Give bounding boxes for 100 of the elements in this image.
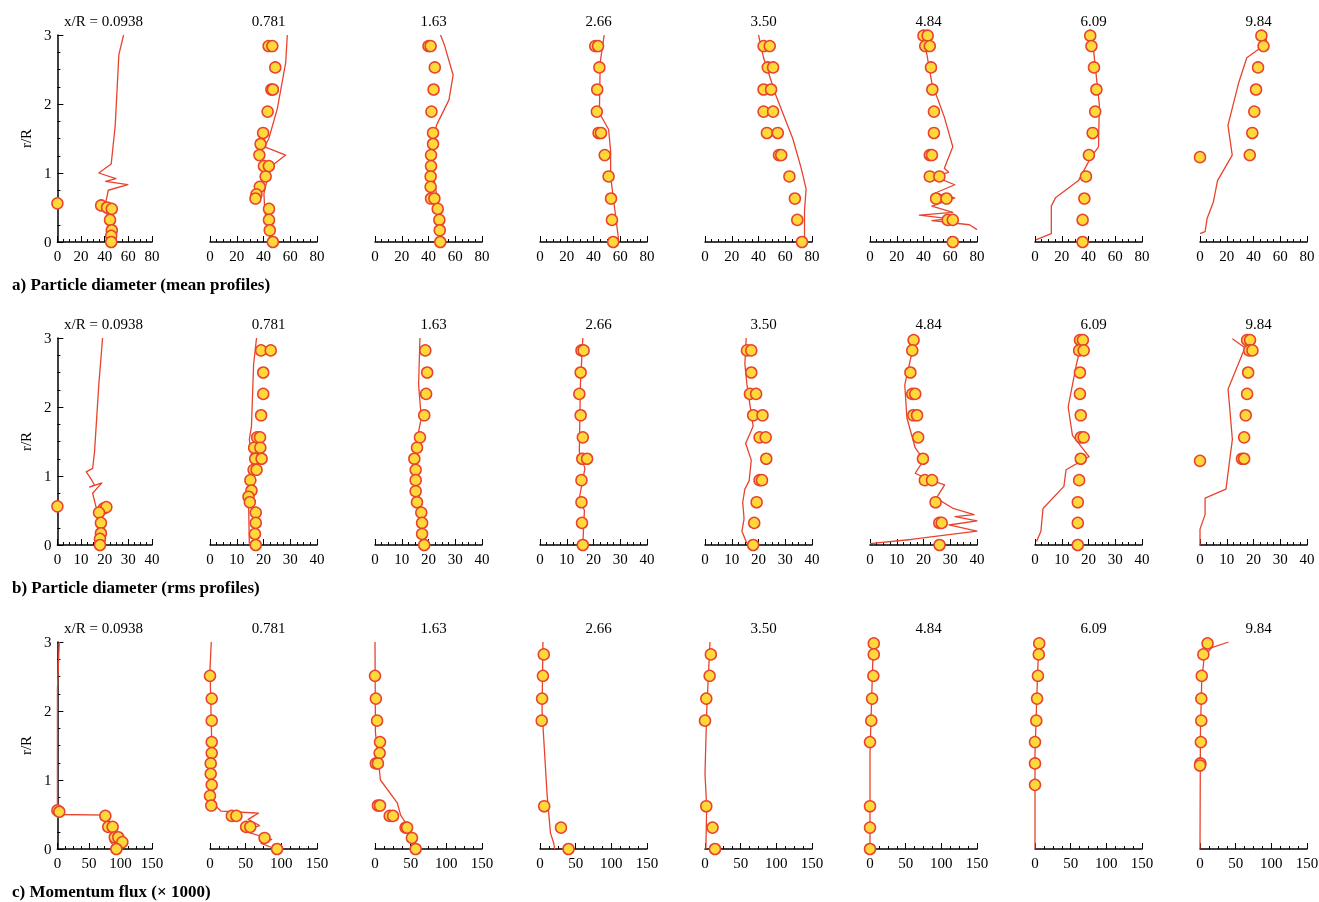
x-tick-label: 0 bbox=[1196, 247, 1204, 264]
y-tick-label: 1 bbox=[43, 468, 52, 484]
text: c) Momentum flux (× 1000) bbox=[12, 882, 211, 902]
x-tick-label: 150 bbox=[635, 854, 659, 871]
x-tick-label: 0 bbox=[1031, 854, 1039, 871]
x-tick-label: 10 bbox=[559, 550, 575, 567]
x-tick-label: 20 bbox=[97, 550, 113, 567]
x-tick-label: 50 bbox=[238, 854, 254, 871]
x-tick-label: 0 bbox=[206, 247, 214, 264]
x-tick-label: 40 bbox=[916, 247, 931, 264]
x-tick-label: 20 bbox=[1246, 550, 1261, 567]
x-tick-label: 150 bbox=[965, 854, 989, 871]
chart-title: 1.63 bbox=[420, 315, 447, 332]
x-tick-label: 40 bbox=[97, 247, 113, 264]
chart-title: 9.84 bbox=[1245, 619, 1273, 636]
x-tick-label: 40 bbox=[751, 247, 766, 264]
x-tick-label: 50 bbox=[1228, 854, 1244, 871]
x-tick-label: 0 bbox=[371, 854, 379, 871]
x-tick-label: 0 bbox=[371, 247, 379, 264]
x-tick-label: 20 bbox=[73, 247, 89, 264]
x-tick-label: 0 bbox=[701, 247, 709, 264]
x-tick-label: 50 bbox=[733, 854, 749, 871]
x-tick-label: 40 bbox=[474, 550, 490, 567]
x-tick-label: 0 bbox=[701, 854, 709, 871]
x-tick-label: 150 bbox=[1295, 854, 1319, 871]
x-tick-label: 0 bbox=[701, 550, 709, 567]
x-tick-label: 150 bbox=[305, 854, 329, 871]
x-tick-label: 150 bbox=[800, 854, 824, 871]
x-tick-label: 80 bbox=[804, 247, 820, 264]
x-tick-label: 0 bbox=[536, 550, 544, 567]
chart-title: 2.66 bbox=[585, 12, 613, 29]
x-tick-label: 10 bbox=[394, 550, 410, 567]
y-tick-label: 3 bbox=[43, 330, 52, 346]
x-tick-label: 0 bbox=[1196, 550, 1204, 567]
chart-title: 1.63 bbox=[420, 619, 447, 636]
x-tick-label: 80 bbox=[309, 247, 325, 264]
chart-title: 3.50 bbox=[750, 315, 777, 332]
x-tick-label: 10 bbox=[889, 550, 905, 567]
x-tick-label: 60 bbox=[282, 247, 298, 264]
x-tick-label: 150 bbox=[140, 854, 164, 871]
x-tick-label: 40 bbox=[256, 247, 271, 264]
x-tick-label: 100 bbox=[1095, 854, 1118, 871]
x-tick-label: 40 bbox=[1081, 247, 1096, 264]
x-tick-label: 10 bbox=[1219, 550, 1235, 567]
chart-title: 9.84 bbox=[1245, 315, 1273, 332]
x-tick-label: 80 bbox=[1134, 247, 1150, 264]
x-tick-label: 20 bbox=[724, 247, 740, 264]
x-tick-label: 100 bbox=[109, 854, 132, 871]
y-tick-label: 2 bbox=[43, 399, 52, 415]
y-tick-label: 0 bbox=[43, 537, 52, 553]
x-tick-label: 30 bbox=[120, 550, 136, 567]
x-tick-label: 80 bbox=[639, 247, 655, 264]
x-tick-label: 100 bbox=[435, 854, 458, 871]
chart-title: 4.84 bbox=[915, 315, 943, 332]
x-tick-label: 100 bbox=[765, 854, 788, 871]
x-tick-label: 30 bbox=[1107, 550, 1123, 567]
x-tick-label: 0 bbox=[206, 854, 214, 871]
x-tick-label: 10 bbox=[229, 550, 245, 567]
y-tick-label: 1 bbox=[43, 772, 52, 788]
chart-title: 0.781 bbox=[251, 315, 286, 332]
x-tick-label: 60 bbox=[1107, 247, 1123, 264]
x-tick-label: 30 bbox=[447, 550, 463, 567]
y-axis-title: r/R bbox=[17, 431, 34, 452]
x-tick-label: 20 bbox=[1054, 247, 1070, 264]
x-tick-label: 40 bbox=[309, 550, 325, 567]
text: b) Particle diameter (rms profiles) bbox=[12, 578, 260, 598]
x-tick-label: 20 bbox=[916, 550, 931, 567]
x-tick-label: 40 bbox=[639, 550, 655, 567]
chart-title: 3.50 bbox=[750, 12, 777, 29]
x-tick-label: 60 bbox=[447, 247, 463, 264]
x-tick-label: 40 bbox=[1134, 550, 1150, 567]
chart-title: x/R = 0.0938 bbox=[64, 12, 143, 29]
x-tick-label: 50 bbox=[403, 854, 419, 871]
x-tick-label: 50 bbox=[81, 854, 97, 871]
x-tick-label: 0 bbox=[1031, 247, 1039, 264]
x-tick-label: 10 bbox=[73, 550, 89, 567]
x-tick-label: 50 bbox=[898, 854, 914, 871]
x-tick-label: 150 bbox=[1130, 854, 1154, 871]
chart-title: 4.84 bbox=[915, 12, 943, 29]
x-tick-label: 0 bbox=[536, 854, 544, 871]
x-tick-label: 80 bbox=[144, 247, 160, 264]
y-tick-label: 3 bbox=[43, 634, 52, 650]
x-tick-label: 30 bbox=[612, 550, 628, 567]
x-tick-label: 60 bbox=[612, 247, 628, 264]
x-tick-label: 0 bbox=[866, 247, 874, 264]
x-tick-label: 100 bbox=[270, 854, 293, 871]
x-tick-label: 0 bbox=[866, 550, 874, 567]
x-tick-label: 20 bbox=[1081, 550, 1096, 567]
x-tick-label: 20 bbox=[256, 550, 271, 567]
x-tick-label: 0 bbox=[1031, 550, 1039, 567]
x-tick-label: 0 bbox=[866, 854, 874, 871]
y-tick-label: 0 bbox=[43, 841, 52, 857]
x-tick-label: 30 bbox=[942, 550, 958, 567]
x-tick-label: 40 bbox=[421, 247, 436, 264]
y-tick-label: 2 bbox=[43, 703, 52, 719]
x-tick-label: 50 bbox=[568, 854, 584, 871]
x-tick-label: 20 bbox=[394, 247, 410, 264]
x-tick-label: 40 bbox=[969, 550, 985, 567]
chart-title: 2.66 bbox=[585, 619, 613, 636]
x-tick-label: 60 bbox=[120, 247, 136, 264]
